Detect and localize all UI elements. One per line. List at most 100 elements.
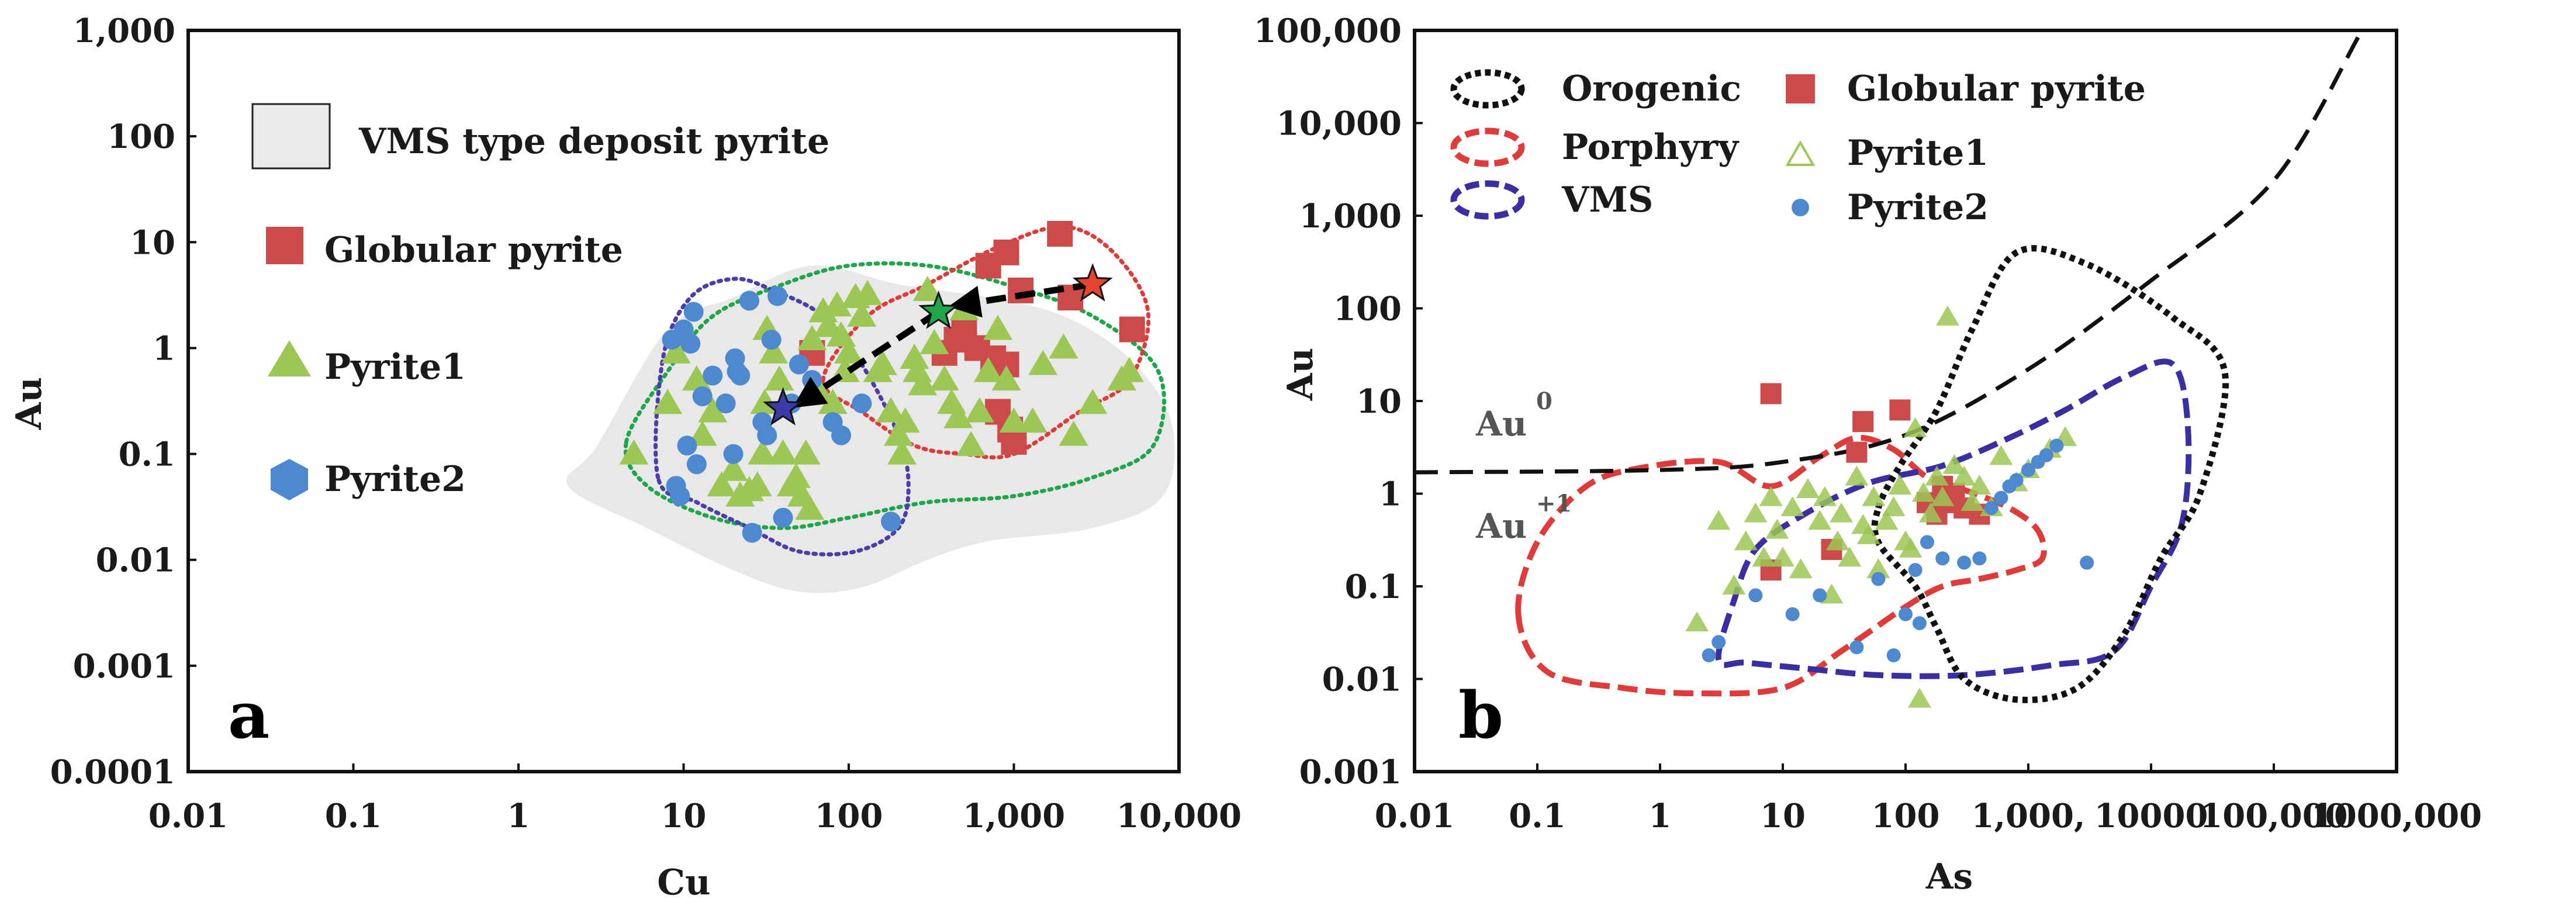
b-y-tick-label: 0.001 bbox=[1299, 753, 1402, 792]
b-x-tick-label: 1,000, bbox=[1972, 797, 2086, 835]
evolution-arrow bbox=[948, 281, 1094, 318]
pyrite1-point bbox=[1899, 537, 1923, 558]
pyrite1-point bbox=[1845, 465, 1869, 486]
pyrite2-point bbox=[686, 454, 707, 475]
pyrite1-point bbox=[1907, 687, 1931, 708]
b-x-tick-label: 10 bbox=[1760, 797, 1806, 835]
a-y-tick-label: 10 bbox=[130, 223, 175, 262]
pyrite2-point bbox=[739, 291, 759, 311]
b-y-tick-label: 0.1 bbox=[1345, 568, 1402, 606]
pyrite2-point bbox=[670, 486, 690, 506]
pyrite2-point bbox=[2009, 473, 2024, 488]
pyrite1-point bbox=[1825, 530, 1849, 551]
pyrite1-point bbox=[1780, 496, 1804, 517]
b-y-tick-label: 1 bbox=[1379, 475, 1402, 514]
pyrite2-point bbox=[1711, 635, 1726, 649]
pyrite2-point bbox=[723, 444, 744, 464]
pyrite1-point bbox=[1685, 611, 1709, 632]
pyrite2-point bbox=[767, 286, 788, 306]
pyrite2-point bbox=[677, 436, 697, 456]
b-y-tick-label: 1,000 bbox=[1299, 197, 1402, 236]
vms-envelope bbox=[1715, 358, 2192, 679]
legend-pyrite2-label-b: Pyrite2 bbox=[1847, 187, 1989, 228]
pyrite1-point bbox=[991, 365, 1021, 390]
pyrite1-point bbox=[956, 431, 986, 457]
pyrite2-point bbox=[2039, 448, 2053, 462]
pyrite1-point bbox=[1078, 389, 1108, 414]
pyrite1-point bbox=[834, 338, 863, 364]
legend-pyrite2-swatch-b bbox=[1792, 199, 1809, 216]
panel-a-x-ticks: 0.01 0.1 1 10 100 1,000 10,000 bbox=[148, 763, 1242, 835]
legend-globular-label: Globular pyrite bbox=[324, 230, 623, 271]
legend-vms-swatch-b bbox=[1450, 180, 1525, 220]
legend-pyrite1-label: Pyrite1 bbox=[324, 347, 466, 388]
pyrite1-point bbox=[1765, 519, 1789, 539]
b-x-tick-label: 10000 bbox=[2094, 797, 2208, 835]
pyrite1-point bbox=[1059, 420, 1088, 446]
pyrite2-point bbox=[802, 369, 822, 390]
pyrite1-point bbox=[1830, 502, 1854, 523]
au0-label: Au bbox=[1475, 404, 1527, 444]
pyrite1-point bbox=[1942, 454, 1966, 474]
a-x-tick-label: 1,000 bbox=[963, 797, 1065, 835]
au-solubility-curve bbox=[1414, 33, 2361, 475]
pyrite2-point bbox=[2080, 555, 2094, 570]
pyrite1-point bbox=[1808, 510, 1832, 530]
pyrite2-point bbox=[757, 425, 777, 445]
pyrite2-point bbox=[789, 354, 809, 375]
pyrite1-point bbox=[619, 439, 649, 465]
pyrite1-point bbox=[781, 462, 811, 488]
a-x-tick-label: 100 bbox=[815, 797, 883, 835]
b-x-tick-label: 0.01 bbox=[1375, 797, 1454, 835]
pyrite1-point bbox=[759, 338, 789, 364]
a-y-tick-label: 1,000 bbox=[73, 12, 175, 50]
pyrite2-point bbox=[1935, 551, 1950, 566]
pyrite1-point bbox=[765, 365, 794, 390]
pyrite1-point bbox=[1744, 502, 1768, 523]
pyrite1-point bbox=[1813, 486, 1837, 506]
pyrite2-point bbox=[703, 365, 723, 386]
panel-a-y-label: Au bbox=[9, 377, 50, 430]
b-x-tick-label: 100 bbox=[1872, 797, 1940, 835]
pyrite1-point bbox=[1752, 547, 1776, 567]
pyrite1-point bbox=[1722, 575, 1746, 595]
pyrite2-point bbox=[1908, 563, 1923, 578]
a-y-tick-label: 100 bbox=[107, 117, 175, 156]
pyrite1-point bbox=[847, 301, 877, 327]
pyrite2-point bbox=[1920, 535, 1934, 549]
pyrite2-point bbox=[692, 386, 713, 407]
globular-pyrite-point bbox=[1852, 411, 1874, 433]
pyrite2-point bbox=[742, 523, 762, 543]
legend-pyrite2-swatch bbox=[271, 459, 308, 500]
panel-a-letter: a bbox=[228, 678, 269, 753]
pyrite1-point bbox=[1903, 417, 1927, 437]
legend-pyrite2-label: Pyrite2 bbox=[324, 459, 466, 500]
pyrite1-point bbox=[768, 439, 798, 465]
b-x-tick-label: 100,000 bbox=[2200, 797, 2347, 835]
globular-pyrite-point bbox=[1846, 441, 1868, 463]
b-y-tick-label: 10,000 bbox=[1277, 105, 1402, 143]
evolution-star bbox=[918, 291, 959, 329]
pyrite2-point bbox=[1994, 490, 2008, 505]
pyrite1-point bbox=[1952, 465, 1976, 486]
pyrite1-point bbox=[748, 439, 777, 465]
a-x-tick-label: 0.1 bbox=[325, 797, 382, 835]
b-x-tick-label: 0.1 bbox=[1509, 797, 1565, 835]
a-x-tick-label: 1 bbox=[507, 797, 530, 835]
pyrite1-point bbox=[661, 338, 691, 364]
pyrite1-point bbox=[867, 350, 897, 375]
orogenic-envelope bbox=[1871, 245, 2229, 703]
a-x-tick-label: 10,000 bbox=[1116, 797, 1242, 835]
pyrite2-point bbox=[1957, 555, 1972, 570]
pyrite1-point bbox=[853, 279, 883, 305]
pyrite1-point bbox=[912, 275, 942, 301]
pyrite1-point bbox=[1968, 474, 1991, 495]
pyrite1-point bbox=[1114, 357, 1144, 382]
pyrite2-point bbox=[2021, 463, 2035, 478]
panel-b-letter: b bbox=[1458, 678, 1503, 753]
globular-pyrite-point bbox=[1047, 220, 1073, 247]
pyrite2-point bbox=[1813, 588, 1827, 603]
pyrite1-point bbox=[718, 455, 748, 481]
pyrite1-point bbox=[1888, 474, 1912, 495]
